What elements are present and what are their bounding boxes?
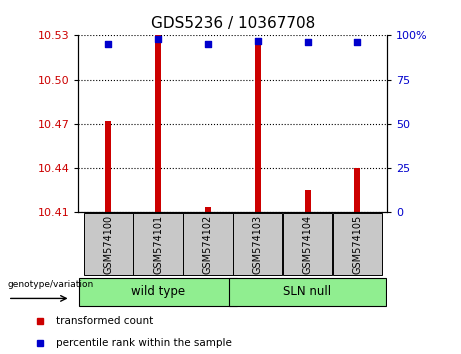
Bar bbox=[355, 168, 361, 212]
Text: GSM574105: GSM574105 bbox=[352, 215, 362, 274]
Point bbox=[354, 40, 361, 45]
Title: GDS5236 / 10367708: GDS5236 / 10367708 bbox=[151, 16, 315, 32]
Point bbox=[204, 41, 212, 47]
Bar bbox=[133, 213, 183, 275]
Bar bbox=[183, 213, 233, 275]
Text: SLN null: SLN null bbox=[284, 285, 331, 298]
Text: transformed count: transformed count bbox=[56, 316, 154, 326]
Text: percentile rank within the sample: percentile rank within the sample bbox=[56, 338, 232, 348]
Text: GSM574102: GSM574102 bbox=[203, 215, 213, 274]
Bar bbox=[305, 190, 311, 212]
Bar bbox=[283, 213, 332, 275]
Point bbox=[105, 41, 112, 47]
Point bbox=[154, 36, 162, 42]
Text: genotype/variation: genotype/variation bbox=[8, 280, 94, 289]
Bar bbox=[83, 213, 133, 275]
Bar bbox=[332, 213, 382, 275]
Bar bbox=[105, 121, 111, 212]
Bar bbox=[233, 213, 283, 275]
Bar bbox=[155, 35, 161, 212]
Text: GSM574104: GSM574104 bbox=[302, 215, 313, 274]
Bar bbox=[205, 206, 211, 212]
Point bbox=[304, 40, 311, 45]
Bar bbox=[255, 44, 261, 212]
Text: wild type: wild type bbox=[131, 285, 185, 298]
Text: GSM574103: GSM574103 bbox=[253, 215, 263, 274]
Bar bbox=[79, 278, 237, 306]
Text: GSM574101: GSM574101 bbox=[153, 215, 163, 274]
Bar bbox=[229, 278, 386, 306]
Point bbox=[254, 38, 261, 44]
Text: GSM574100: GSM574100 bbox=[103, 215, 113, 274]
